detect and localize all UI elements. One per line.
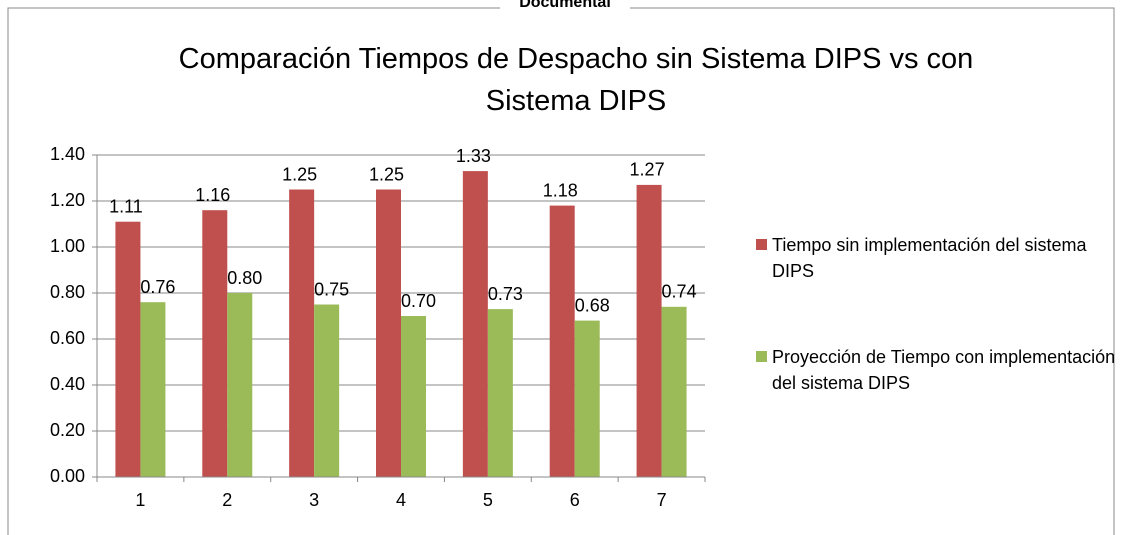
value-label: 0.74: [662, 282, 697, 302]
legend-swatch: [756, 351, 767, 362]
legend-swatch: [756, 239, 767, 250]
x-tick-label: 2: [222, 490, 232, 510]
legend-label: Proyección de Tiempo con implementación …: [772, 347, 1116, 393]
value-label: 1.11: [109, 196, 143, 216]
value-label: 1.18: [543, 180, 578, 200]
header-bg: [500, 0, 630, 12]
y-tick-label: 1.00: [50, 236, 85, 256]
y-tick-label: 0.20: [50, 420, 85, 440]
value-label: 0.70: [401, 291, 436, 311]
value-label: 0.76: [140, 277, 175, 297]
bar: [202, 210, 228, 477]
bar: [549, 205, 575, 477]
value-label: 1.27: [630, 160, 665, 180]
value-label: 1.33: [456, 146, 491, 166]
bar: [115, 221, 141, 477]
legend-label: Tiempo sin implementación del sistema DI…: [772, 235, 1087, 281]
y-tick-label: 1.20: [50, 190, 85, 210]
value-label: 0.80: [227, 268, 262, 288]
bar: [227, 293, 253, 477]
value-label: 1.16: [195, 185, 230, 205]
value-label: 0.68: [575, 295, 610, 315]
header: Documental: [519, 0, 611, 11]
y-tick-label: 0.40: [50, 374, 85, 394]
value-label: 0.75: [314, 279, 349, 299]
x-tick-label: 1: [135, 490, 145, 510]
value-label: 1.25: [282, 164, 317, 184]
legend-item: Proyección de Tiempo con implementación …: [756, 344, 1122, 396]
bar: [376, 189, 401, 477]
x-tick-label: 4: [396, 490, 406, 510]
y-tick-label: 0.00: [50, 466, 85, 486]
bar: [401, 316, 426, 477]
value-label: 1.25: [369, 164, 404, 184]
bar: [574, 320, 600, 477]
x-tick-label: 7: [657, 490, 667, 510]
value-label: 0.73: [488, 284, 523, 304]
y-tick-label: 0.60: [50, 328, 85, 348]
y-tick-label: 1.40: [50, 144, 85, 164]
bar: [462, 171, 488, 477]
bar: [636, 184, 662, 477]
legend-item: Tiempo sin implementación del sistema DI…: [756, 232, 1122, 284]
bar: [314, 304, 340, 477]
x-tick-label: 5: [483, 490, 493, 510]
bar: [140, 302, 166, 477]
bar: [487, 309, 513, 477]
x-tick-label: 3: [309, 490, 319, 510]
chart-title: Comparación Tiempos de Despacho sin Sist…: [178, 43, 974, 117]
x-tick-label: 6: [570, 490, 580, 510]
bar: [289, 189, 315, 477]
y-tick-label: 0.80: [50, 282, 85, 302]
bar: [661, 306, 687, 477]
